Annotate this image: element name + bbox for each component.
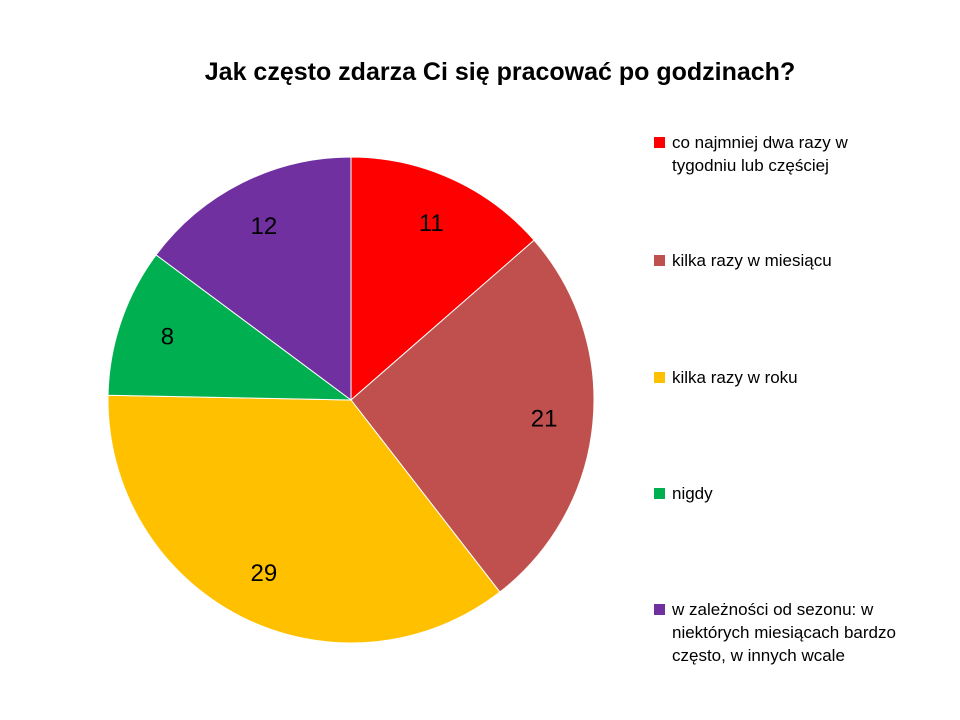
legend-label-2: kilka razy w roku (672, 368, 798, 387)
legend-label-1: kilka razy w miesiącu (672, 251, 832, 270)
legend-item-2: kilka razy w roku (654, 366, 944, 389)
pie-slice-1 (350, 239, 595, 593)
legend-swatch-3 (654, 488, 665, 499)
legend-swatch-1 (654, 255, 665, 266)
chart-title: Jak często zdarza Ci się pracować po god… (204, 58, 796, 86)
slice-label-2: 29 (251, 560, 278, 587)
pie-slice-4 (155, 156, 352, 401)
legend-swatch-0 (654, 137, 665, 148)
slice-label-1: 21 (531, 405, 558, 432)
pie-slice-2 (107, 394, 501, 644)
legend-item-1: kilka razy w miesiącu (654, 249, 944, 272)
pie-slice-0 (350, 156, 535, 402)
legend-item-0: co najmniej dwa razy w tygodniu lub częś… (654, 131, 944, 177)
legend-label-3: nigdy (672, 484, 713, 503)
legend-item-4: w zależności od sezonu: w niektórych mie… (654, 598, 944, 667)
legend-label-0: co najmniej dwa razy w tygodniu lub częś… (672, 133, 848, 175)
slice-label-0: 11 (419, 210, 444, 237)
pie-slice-3 (107, 254, 353, 401)
legend-swatch-4 (654, 604, 665, 615)
legend: co najmniej dwa razy w tygodniu lub częś… (654, 0, 944, 720)
legend-item-3: nigdy (654, 482, 944, 505)
legend-label-4: w zależności od sezonu: w niektórych mie… (672, 600, 896, 665)
slice-label-4: 12 (251, 213, 278, 240)
legend-swatch-2 (654, 372, 665, 383)
slice-label-3: 8 (161, 324, 174, 351)
